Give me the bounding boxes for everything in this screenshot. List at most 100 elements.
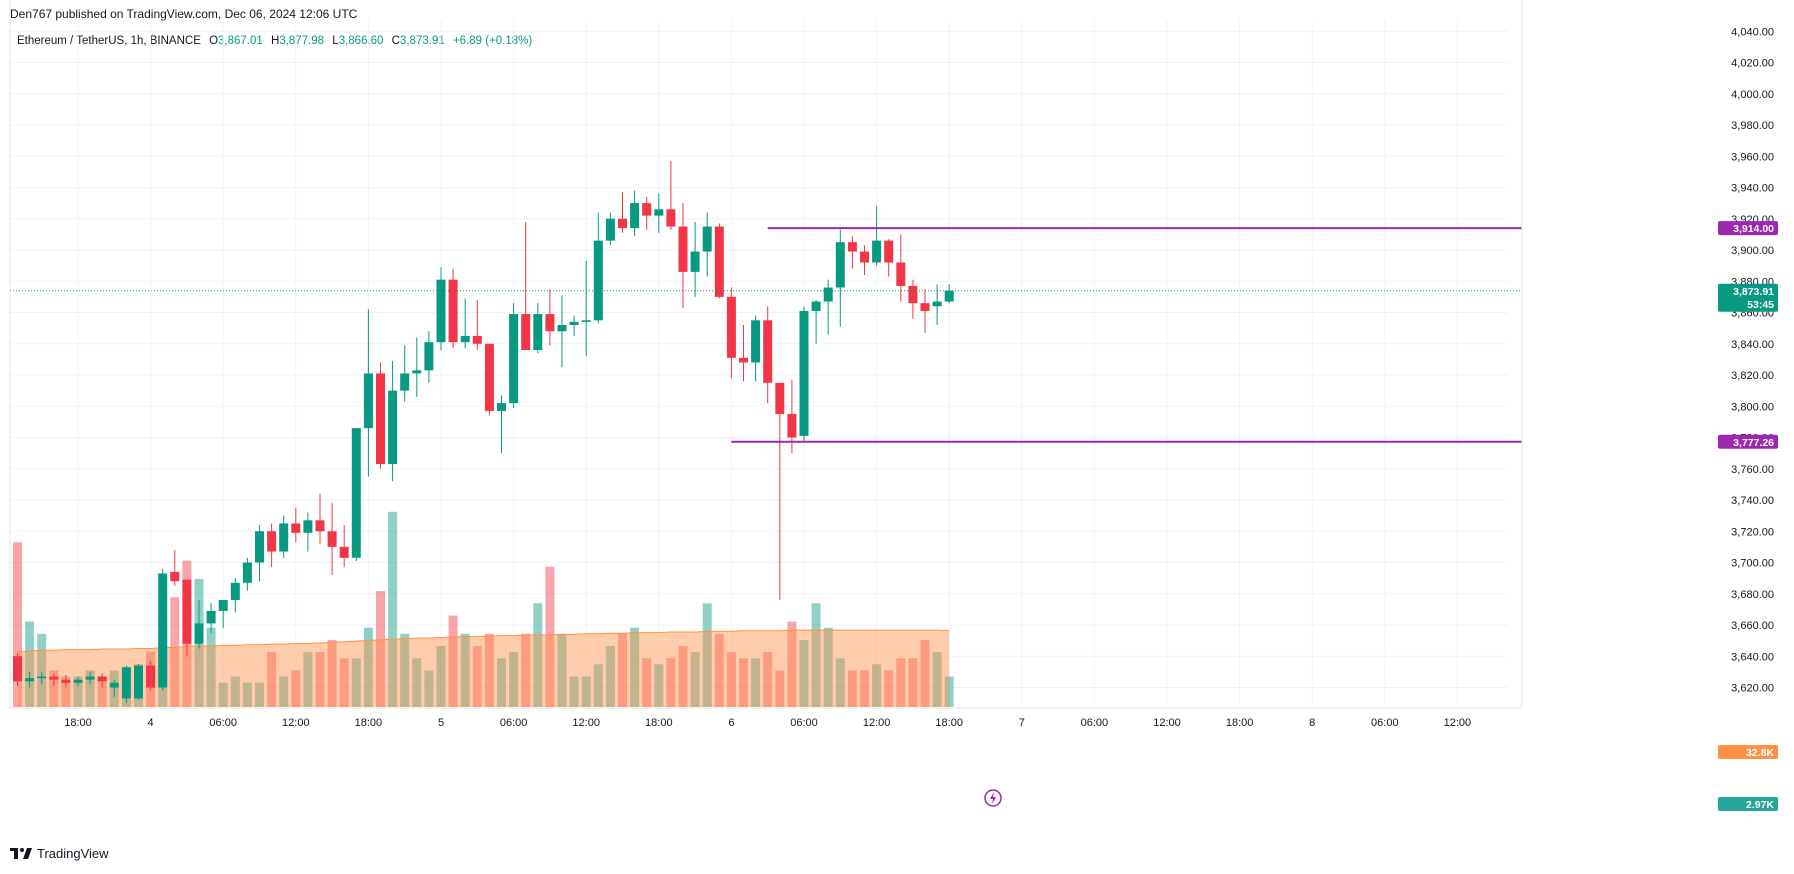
candle-body (714, 226, 724, 297)
candle-body (206, 610, 216, 624)
volume-bar (835, 658, 845, 707)
volume-bar (376, 591, 385, 707)
candle-body (424, 342, 434, 371)
candle-body (678, 226, 688, 272)
y-tick-label: 3,840.00 (1731, 339, 1774, 351)
candle-body (618, 218, 627, 229)
candle-body (158, 573, 168, 688)
volume-last-badge-text: 2.97K (1746, 799, 1774, 811)
volume-bar (436, 646, 446, 707)
candle-body (799, 310, 809, 436)
x-tick-label: 06:00 (1081, 717, 1109, 729)
x-tick-label: 4 (148, 717, 154, 729)
volume-bar (823, 627, 833, 707)
volume-bar (702, 603, 712, 707)
x-tick-label: 18:00 (1226, 717, 1254, 729)
volume-bar (932, 652, 942, 707)
candle-body (291, 523, 301, 533)
x-tick-label: 18:00 (935, 717, 963, 729)
x-tick-label: 5 (438, 717, 444, 729)
volume-bar (303, 652, 313, 707)
volume-bar (872, 664, 882, 707)
candle-body (121, 667, 131, 699)
candle-body (545, 314, 555, 332)
volume-bar (739, 658, 748, 707)
x-tick-label: 06:00 (790, 717, 818, 729)
level-price-badge-text: 3,914.00 (1733, 223, 1774, 235)
candle-body (823, 287, 833, 302)
candle-body (303, 520, 313, 533)
x-tick-label: 6 (728, 717, 734, 729)
volume-bar (97, 676, 107, 707)
candle-body (860, 251, 869, 263)
y-tick-label: 3,660.00 (1731, 620, 1774, 632)
volume-bar (642, 658, 652, 707)
candle-body (920, 303, 930, 311)
x-tick-label: 18:00 (645, 717, 673, 729)
y-tick-label: 3,740.00 (1731, 495, 1774, 507)
volume-bar (654, 664, 664, 707)
volume-bar (944, 676, 954, 707)
candle-body (109, 682, 119, 688)
candle-body (388, 390, 398, 465)
y-tick-label: 3,760.00 (1731, 464, 1774, 476)
volume-bar (533, 603, 543, 707)
candle-body (279, 523, 289, 552)
volume-bar (363, 627, 373, 707)
x-tick-label: 18:00 (355, 717, 383, 729)
candle-body (811, 301, 821, 311)
volume-bar (424, 670, 434, 707)
volume-bar (37, 633, 47, 707)
candle-body (242, 562, 252, 583)
volume-bar (206, 627, 216, 707)
candle-body (763, 320, 773, 383)
volume-bar (388, 511, 398, 707)
x-tick-label: 06:00 (1371, 717, 1399, 729)
volume-bar (13, 542, 22, 707)
volume-bar (460, 633, 470, 707)
candle-body (872, 240, 882, 263)
volume-bar (811, 603, 821, 707)
volume-bar (763, 652, 773, 707)
volume-bar (884, 670, 894, 707)
volume-bar (218, 682, 228, 707)
y-tick-label: 4,000.00 (1731, 89, 1774, 101)
x-tick-label: 12:00 (1444, 717, 1472, 729)
volume-bar (908, 658, 918, 707)
y-tick-label: 3,640.00 (1731, 651, 1774, 663)
candle-body (472, 335, 482, 344)
volume-last-badge-bg (1718, 797, 1778, 811)
tradingview-logo[interactable]: TradingView (10, 846, 109, 861)
level-price-badge-bg (1718, 221, 1778, 236)
volume-bar (230, 676, 240, 707)
last-price-badge-bg (1718, 283, 1778, 312)
y-tick-label: 3,820.00 (1731, 370, 1774, 382)
volume-bar (569, 676, 579, 707)
symbol-legend: Ethereum / TetherUS, 1h, BINANCE O3,867.… (17, 35, 537, 47)
volume-bar (775, 670, 785, 707)
ohlc-low: L3,866.60 (332, 35, 384, 47)
y-tick-label: 4,020.00 (1731, 58, 1774, 70)
candle-body (351, 428, 361, 558)
volume-bar (472, 646, 482, 707)
candle-body (412, 370, 422, 374)
volume-bar (847, 670, 857, 707)
candle-body (690, 251, 700, 272)
candle-body (194, 623, 204, 644)
volume-bar (291, 670, 301, 707)
volume-bar (25, 621, 35, 707)
symbol-name[interactable]: Ethereum / TetherUS, 1h, BINANCE (17, 35, 201, 47)
last-price-badge-text: 53:45 (1747, 299, 1774, 311)
volume-bar (85, 670, 95, 707)
candle-body (460, 335, 470, 343)
candle-body (908, 285, 918, 304)
volume-ma-badge: 32.8K (1718, 745, 1778, 759)
tradingview-brand: TradingView (37, 846, 109, 861)
volume-bar (339, 658, 349, 707)
volume-bar (593, 664, 603, 707)
y-tick-label: 3,720.00 (1731, 526, 1774, 538)
candle-body (134, 665, 143, 699)
volume-bar (497, 658, 506, 707)
x-tick-label: 12:00 (572, 717, 600, 729)
